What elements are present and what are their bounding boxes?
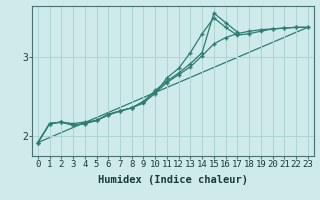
X-axis label: Humidex (Indice chaleur): Humidex (Indice chaleur) [98, 175, 248, 185]
